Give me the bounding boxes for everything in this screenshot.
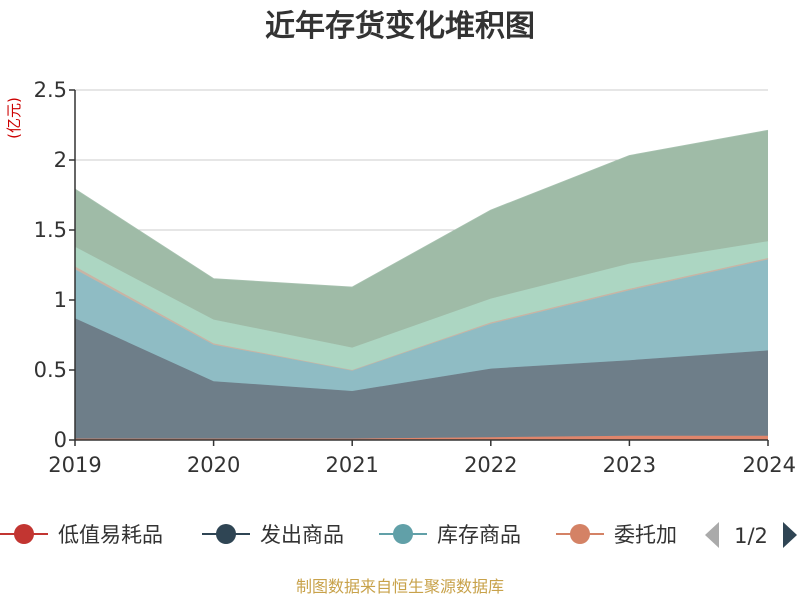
x-tick-label: 2020 bbox=[187, 453, 240, 477]
y-tick-label: 0.5 bbox=[34, 358, 67, 382]
axes bbox=[74, 90, 768, 441]
legend-item-0[interactable]: 低值易耗品 bbox=[0, 523, 163, 547]
x-tick-label: 2021 bbox=[325, 453, 378, 477]
legend-marker bbox=[216, 524, 236, 544]
x-tick-labels: 2019 2020 2021 2022 2023 2024 bbox=[48, 440, 796, 477]
area-series bbox=[74, 129, 769, 440]
y-tick-labels: 0 0.5 1 1.5 2 2.5 bbox=[34, 78, 75, 452]
area-series-1 bbox=[75, 318, 768, 439]
x-tick-label: 2024 bbox=[743, 453, 796, 477]
area-series-4 bbox=[75, 241, 768, 370]
triangle-left-icon[interactable] bbox=[705, 522, 719, 548]
y-tick-label: 1.5 bbox=[34, 218, 67, 242]
legend-pager: 1/2 bbox=[705, 522, 797, 548]
data-source-note: 制图数据来自恒生聚源数据库 bbox=[296, 577, 504, 596]
legend-marker bbox=[570, 524, 590, 544]
legend-label: 库存商品 bbox=[437, 523, 521, 547]
legend-page-indicator: 1/2 bbox=[734, 524, 768, 548]
legend-label: 委托加 bbox=[614, 523, 677, 547]
y-tick-label: 0 bbox=[54, 428, 67, 452]
area-series-2 bbox=[75, 259, 768, 391]
x-tick-label: 2022 bbox=[464, 453, 517, 477]
legend-label: 低值易耗品 bbox=[58, 523, 163, 547]
legend-item-3[interactable]: 委托加 bbox=[556, 523, 677, 547]
triangle-right-icon[interactable] bbox=[783, 522, 797, 548]
legend-marker bbox=[14, 524, 34, 544]
x-tick-label: 2023 bbox=[603, 453, 656, 477]
area-series-edge-5 bbox=[74, 129, 769, 289]
chart-title: 近年存货变化堆积图 bbox=[265, 9, 535, 44]
y-tick-label: 2 bbox=[54, 148, 67, 172]
y-tick-label: 2.5 bbox=[34, 78, 67, 102]
legend-label: 发出商品 bbox=[260, 523, 344, 547]
legend-item-2[interactable]: 库存商品 bbox=[379, 523, 521, 547]
y-tick-label: 1 bbox=[54, 288, 67, 312]
legend-marker bbox=[393, 524, 413, 544]
unit-label: (亿元) bbox=[5, 97, 23, 139]
x-tick-label: 2019 bbox=[48, 453, 101, 477]
legend-item-1[interactable]: 发出商品 bbox=[202, 523, 344, 547]
area-series-5 bbox=[75, 130, 768, 348]
legend: 低值易耗品 发出商品 库存商品 委托加 bbox=[0, 523, 677, 547]
